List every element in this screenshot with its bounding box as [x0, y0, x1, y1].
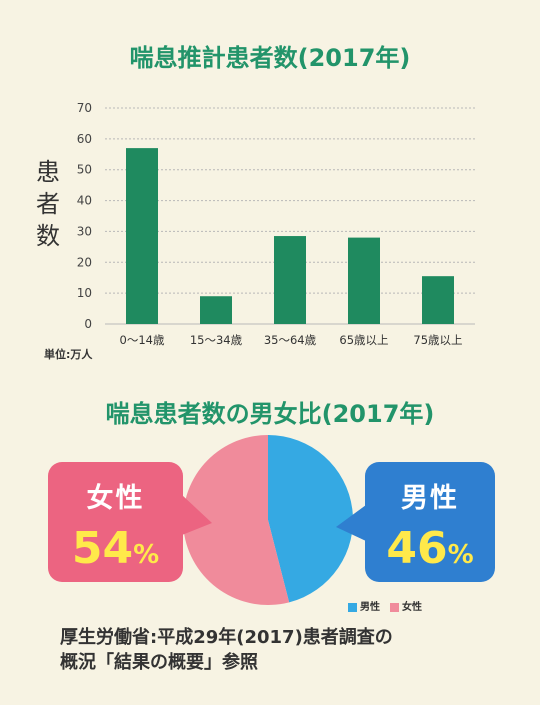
source-line-1: 厚生労働省:平成29年(2017)患者調査の: [60, 627, 393, 648]
y-tick-label: 10: [77, 286, 92, 300]
male-callout-pointer: [336, 505, 366, 541]
y-axis-label-char: 者: [36, 190, 60, 218]
pie-slice: [183, 435, 290, 605]
male-label: 男性: [401, 483, 459, 514]
male-percent: 46%: [386, 523, 474, 574]
y-tick-label: 60: [77, 132, 92, 146]
pie-legend: 男性 女性: [348, 598, 422, 613]
bar: [274, 236, 306, 324]
bar-chart-title: 喘息推計患者数(2017年): [129, 44, 411, 72]
y-axis-label-char: 患: [36, 158, 60, 186]
bar: [348, 237, 380, 324]
x-tick-label: 75歳以上: [413, 333, 462, 347]
x-tick-label: 65歳以上: [339, 333, 388, 347]
bar: [422, 276, 454, 324]
bar: [126, 148, 158, 324]
bar-chart: 0 10 20 30 40 50 60 70 患者数 0〜14歳 15〜34歳 35〜64歳 65歳以上…: [36, 101, 475, 361]
y-tick-label: 20: [77, 255, 92, 269]
pie-chart-title: 喘息患者数の男女比(2017年): [105, 400, 435, 428]
y-tick-label: 30: [77, 224, 92, 238]
pie-chart: [182, 435, 366, 605]
x-tick-label: 0〜14歳: [120, 333, 165, 347]
pie-slice: [268, 435, 354, 603]
male-callout: 男性 46%: [365, 462, 495, 582]
female-percent: 54%: [71, 523, 160, 574]
bar: [200, 296, 232, 324]
x-tick-label: 35〜64歳: [264, 333, 317, 347]
x-tick-label: 15〜34歳: [190, 333, 243, 347]
y-tick-label: 50: [77, 163, 92, 177]
source-line-2: 概況「結果の概要」参照: [60, 652, 258, 674]
female-label: 女性: [86, 483, 145, 514]
y-axis-label-char: 数: [36, 222, 60, 250]
unit-label: 単位:万人: [44, 347, 93, 361]
source-note: 厚生労働省:平成29年(2017)患者調査の 概況「結果の概要」参照: [60, 625, 500, 675]
female-callout: 女性 54%: [48, 462, 183, 582]
y-tick-label: 0: [84, 317, 92, 331]
female-callout-pointer: [182, 495, 212, 535]
y-tick-label: 40: [77, 194, 92, 208]
legend-item-male: 男性: [348, 598, 380, 613]
y-tick-label: 70: [77, 101, 92, 115]
legend-item-female: 女性: [390, 598, 422, 613]
